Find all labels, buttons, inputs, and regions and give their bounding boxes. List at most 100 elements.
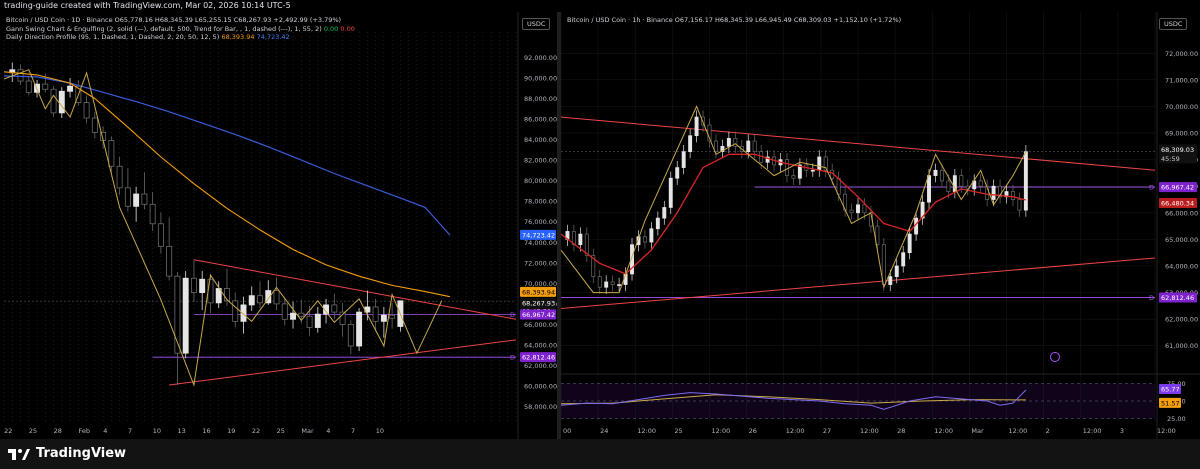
candle-body (785, 159, 789, 176)
x-tick-label: 22 (4, 427, 12, 435)
candle-body (1010, 191, 1015, 200)
y-tick-label: 88,000.00 (524, 95, 557, 103)
candle-body (681, 151, 686, 168)
x-tick-label: 25 (674, 427, 682, 435)
candle-body (726, 137, 731, 147)
gann-swing-line (561, 105, 1027, 294)
candle-body (42, 83, 49, 90)
candle-body (240, 304, 247, 322)
d-upper-price-label-bg (520, 309, 556, 320)
candle-body (166, 245, 173, 277)
x-tick-label: 12:00 (1009, 427, 1028, 435)
y-tick-label: 66,000.00 (524, 321, 557, 329)
y-tick-label: 69,000.00 (1165, 130, 1198, 138)
candle-body (25, 80, 32, 93)
y-tick-label: 60,000.00 (524, 383, 557, 391)
candle-body (372, 306, 379, 322)
x-tick-label: 10 (153, 427, 161, 435)
pane-divider[interactable] (557, 12, 561, 439)
x-tick-label: 12:00 (637, 427, 656, 435)
candle-body (649, 228, 654, 243)
rsi-signal-label-bg (1159, 397, 1181, 408)
candle-body (298, 312, 305, 317)
d-upper-price-label-bg (1159, 182, 1197, 193)
last-price-label-bg (1159, 144, 1197, 155)
candle-body (765, 156, 770, 163)
candle-body (149, 203, 156, 225)
candle-body (655, 217, 660, 230)
y-tick-label: 86,000.00 (524, 116, 557, 124)
candle-body (927, 175, 931, 203)
gann-indicator-line: Gann Swing Chart & Engulfing (2, solid (… (6, 24, 355, 33)
candle-body (174, 275, 181, 354)
daily-legend: Bitcoin / USD Coin · 1D · Binance O65,77… (6, 16, 355, 42)
x-tick-label: 7 (351, 427, 355, 435)
candle-body (124, 187, 131, 207)
y-tick-label: 70,000.00 (524, 280, 557, 288)
x-tick-label: 10 (376, 427, 384, 435)
orange-ma-price-label-bg (520, 286, 556, 297)
x-tick-label: 27 (823, 427, 831, 435)
candle-body (389, 314, 396, 319)
red-ma-line (561, 153, 1027, 275)
x-tick-label: 25 (29, 427, 37, 435)
candle-body (215, 288, 222, 304)
currency-button[interactable]: USDC (1159, 18, 1188, 30)
candle-body (901, 252, 906, 267)
candle-body (694, 116, 699, 137)
x-tick-label: 12:00 (786, 427, 805, 435)
direction-profile-line: Daily Direction Profile (95, 1, Dashed, … (6, 33, 290, 41)
bar-countdown-label-bg (1159, 153, 1197, 164)
candle-body (380, 314, 387, 322)
y-tick-label: 61,000.00 (1165, 342, 1198, 350)
tradingview-logo-icon (8, 448, 30, 460)
candle-body (314, 313, 321, 328)
tradingview-logo[interactable]: TradingView (8, 446, 126, 461)
candle-body (331, 304, 338, 313)
x-tick-label: 4 (326, 427, 330, 435)
candle-body (862, 204, 867, 214)
x-tick-label: 7 (128, 427, 132, 435)
candle-body (817, 156, 822, 171)
candle-body (688, 135, 693, 152)
trendline-lower (561, 257, 1156, 310)
hourly-legend: Bitcoin / USD Coin · 1h · Binance O67,15… (567, 16, 901, 25)
candle-body (339, 311, 346, 325)
candle-body (133, 193, 140, 207)
x-tick-label: 00 (563, 427, 571, 435)
candle-body (157, 223, 164, 247)
attribution-header: trading-guide created with TradingView.c… (0, 0, 1200, 12)
candle-body (720, 145, 725, 152)
y-tick-label: 82,000.00 (524, 157, 557, 165)
hourly-chart-svg: 72,000.0071,000.0070,000.0069,000.0068,0… (561, 12, 1200, 439)
gann-swing-line (3, 69, 443, 387)
x-tick-label: 12:00 (934, 427, 953, 435)
rsi-value-label-bg (1159, 383, 1181, 394)
trendline-upper (193, 259, 517, 320)
x-tick-label: Mar (301, 427, 314, 435)
candle-body (17, 69, 24, 82)
candle-body (273, 290, 280, 305)
hourly-symbol-line: Bitcoin / USD Coin · 1h · Binance O67,15… (567, 16, 902, 24)
candle-body (67, 85, 74, 92)
bar-countdown-label: 45:59 (1161, 155, 1180, 163)
currency-button[interactable]: USDC (522, 18, 551, 30)
hourly-chart-pane[interactable]: Bitcoin / USD Coin · 1h · Binance O67,15… (561, 12, 1200, 439)
rsi-signal-label: 51.57 (1161, 399, 1180, 407)
last-price-label: 68,309.03 (1161, 146, 1194, 154)
y-tick-label: 66,000.00 (1165, 209, 1198, 217)
candle-body (323, 304, 330, 315)
candle-body (617, 284, 622, 286)
y-tick-label: 80,000.00 (524, 177, 557, 185)
rsi-tick-label: 25.00 (1167, 415, 1186, 423)
candle-body (920, 201, 925, 219)
x-tick-label: 13 (178, 427, 186, 435)
daily-chart-pane[interactable]: Bitcoin / USD Coin · 1D · Binance O65,77… (0, 12, 557, 439)
candle-body (875, 225, 880, 246)
attribution-text: trading-guide created with TradingView.c… (4, 1, 291, 10)
candle-body (578, 233, 583, 246)
candle-body (207, 278, 214, 304)
candle-body (610, 281, 615, 285)
candle-body (597, 276, 602, 288)
x-tick-label: 28 (897, 427, 905, 435)
